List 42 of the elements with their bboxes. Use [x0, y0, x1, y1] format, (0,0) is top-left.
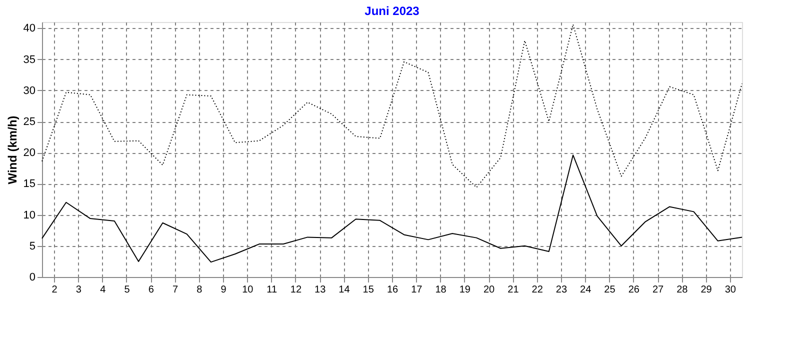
x-tick-label: 11 — [266, 284, 278, 296]
x-tick-label: 17 — [411, 284, 423, 296]
line-series — [42, 154, 742, 263]
x-tick-label: 30 — [724, 284, 736, 296]
x-tick-label: 7 — [172, 284, 178, 296]
x-tick-label: 29 — [700, 284, 712, 296]
x-tick-label: 20 — [483, 284, 496, 296]
y-tick-label: 0 — [29, 272, 36, 284]
x-tick-label: 16 — [386, 284, 398, 296]
y-axis-title: Wind (km/h) — [5, 116, 20, 184]
x-tick-label: 5 — [124, 284, 130, 296]
x-tick-label: 26 — [628, 284, 640, 296]
y-tick-label: 30 — [23, 84, 36, 97]
y-tick-label: 15 — [23, 178, 36, 190]
x-tick-label: 3 — [76, 284, 82, 296]
x-tick-label: 2 — [52, 284, 58, 296]
y-tick-label: 10 — [23, 209, 36, 222]
y-tick-label: 40 — [23, 22, 36, 35]
x-tick-label: 13 — [314, 284, 326, 296]
x-tick-label: 18 — [435, 284, 447, 296]
x-tick-label: 4 — [100, 284, 106, 296]
x-tick-label: 28 — [676, 284, 688, 296]
y-tick-label: 5 — [29, 240, 36, 252]
x-tick-label: 10 — [242, 284, 254, 296]
x-tick-label: 8 — [196, 284, 203, 296]
x-tick-label: 12 — [290, 284, 302, 296]
x-tick-label: 22 — [532, 284, 544, 296]
y-tick-label: 35 — [23, 54, 36, 66]
x-tick-label: 9 — [220, 284, 227, 296]
chart-title: Juni 2023 — [364, 4, 420, 18]
x-tick-label: 25 — [604, 284, 616, 296]
x-tick-label: 14 — [338, 284, 350, 296]
x-tick-label: 6 — [148, 284, 154, 296]
x-tick-label: 19 — [459, 284, 471, 296]
y-tick-label: 25 — [23, 116, 36, 128]
x-tick-label: 23 — [556, 284, 568, 296]
x-tick-label: 21 — [508, 284, 520, 296]
x-tick-label: 24 — [580, 284, 592, 296]
x-tick-label: 27 — [652, 284, 664, 296]
x-tick-label: 15 — [362, 284, 374, 296]
line-series — [42, 24, 742, 188]
y-tick-label: 20 — [23, 147, 36, 160]
